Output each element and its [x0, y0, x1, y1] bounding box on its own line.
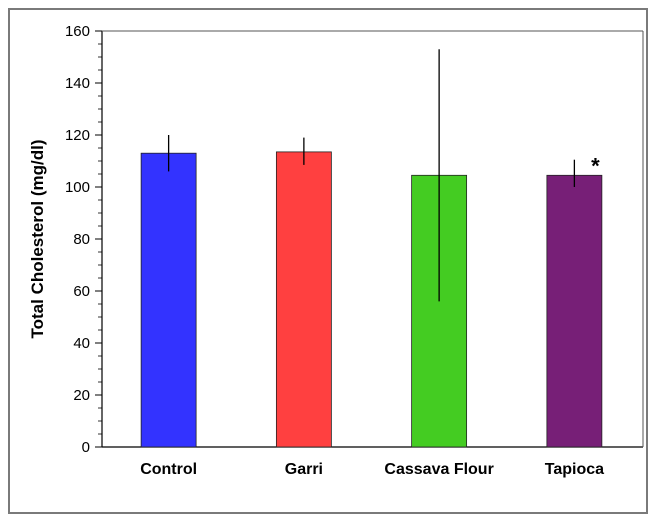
bar-tapioca: [546, 174, 603, 448]
error-bars: [167, 49, 576, 302]
y-ticks: 0 20 40 60 80 100 120 140 160: [65, 23, 102, 456]
y-tick-label: 160: [65, 23, 90, 40]
y-tick-label: 80: [73, 231, 90, 248]
y-tick-label: 100: [65, 179, 90, 196]
x-category-label: Tapioca: [545, 461, 604, 478]
x-category-label: Cassava Flour: [384, 461, 493, 478]
y-tick-label: 60: [73, 283, 90, 300]
x-category-label: Garri: [285, 461, 323, 478]
significance-asterisk: *: [591, 154, 600, 179]
x-category-label: Control: [140, 461, 197, 478]
bar-garri: [275, 151, 332, 448]
bars: [140, 151, 603, 448]
y-axis-title: Total Cholesterol (mg/dl): [28, 140, 47, 339]
annotations: *: [591, 154, 600, 179]
y-tick-label: 20: [73, 387, 90, 404]
y-tick-label: 140: [65, 75, 90, 92]
y-tick-label: 120: [65, 127, 90, 144]
y-tick-label: 40: [73, 335, 90, 352]
category-labels: Control Garri Cassava Flour Tapioca: [140, 461, 604, 478]
bar-control: [140, 152, 197, 448]
y-tick-label: 0: [82, 439, 90, 456]
